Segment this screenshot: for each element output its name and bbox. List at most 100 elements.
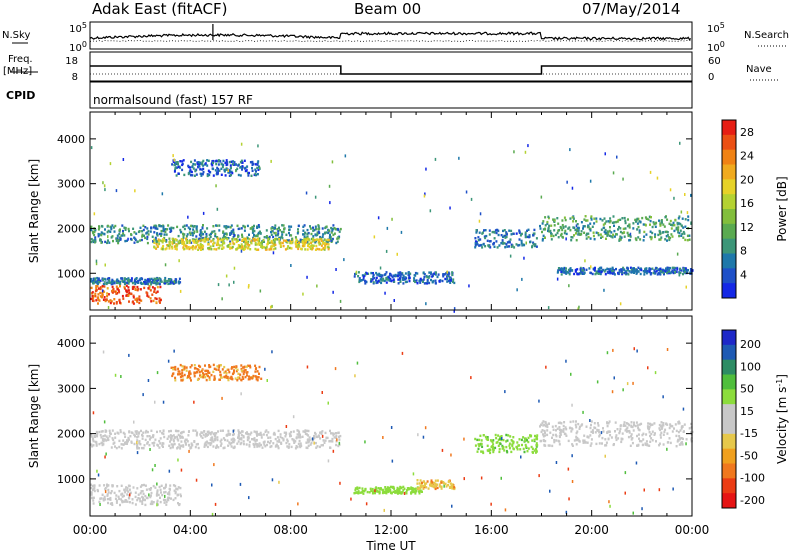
data-cell	[94, 295, 97, 298]
noise-cell	[335, 268, 337, 271]
data-cell	[307, 244, 309, 248]
data-cell	[106, 241, 108, 245]
data-cell	[254, 172, 257, 176]
data-cell	[140, 299, 143, 302]
data-cell	[284, 248, 287, 251]
data-cell	[569, 229, 572, 232]
data-cell	[433, 486, 436, 489]
data-cell	[276, 238, 279, 241]
data-cell	[212, 244, 215, 247]
data-cell	[169, 440, 172, 443]
data-cell	[441, 279, 444, 283]
data-cell	[397, 272, 400, 275]
data-cell	[161, 493, 164, 497]
data-cell	[618, 431, 621, 435]
data-cell	[263, 236, 266, 239]
noise-cell	[264, 367, 266, 371]
data-cell	[176, 494, 179, 497]
data-cell	[168, 491, 171, 494]
data-cell	[635, 421, 638, 424]
data-cell	[679, 222, 682, 226]
data-cell	[151, 286, 154, 289]
data-cell	[542, 438, 545, 442]
data-cell	[559, 268, 562, 272]
data-cell	[387, 278, 390, 281]
data-cell	[95, 285, 98, 288]
data-cell	[546, 429, 549, 432]
data-cell	[553, 229, 556, 232]
data-cell	[299, 238, 302, 241]
data-cell	[115, 237, 118, 240]
data-cell	[619, 227, 622, 230]
data-cell	[91, 484, 94, 488]
data-cell	[95, 289, 98, 292]
data-cell	[512, 232, 515, 235]
data-cell	[143, 444, 146, 447]
noise-cell	[425, 302, 427, 306]
data-cell	[228, 171, 231, 174]
data-cell	[522, 447, 525, 451]
data-cell	[565, 272, 568, 275]
noise-cell	[669, 188, 672, 192]
data-cell	[305, 238, 308, 241]
data-cell	[252, 162, 255, 166]
data-cell	[220, 163, 223, 166]
noise-cell	[525, 241, 527, 245]
data-cell	[163, 487, 165, 490]
data-cell	[184, 441, 187, 445]
data-cell	[246, 374, 248, 377]
data-cell	[398, 487, 401, 491]
data-cell	[153, 245, 156, 248]
data-cell	[255, 367, 258, 370]
data-cell	[101, 493, 104, 496]
data-cell	[216, 240, 219, 243]
data-cell	[615, 233, 617, 236]
data-cell	[170, 226, 173, 229]
data-cell	[159, 496, 161, 499]
data-cell	[279, 433, 282, 436]
data-cell	[354, 488, 357, 492]
data-cell	[494, 433, 497, 437]
data-cell	[654, 432, 656, 435]
data-cell	[682, 226, 685, 229]
data-cell	[151, 442, 154, 445]
data-cell	[158, 297, 161, 300]
data-cell	[242, 372, 245, 376]
data-cell	[475, 229, 478, 232]
data-cell	[185, 235, 188, 238]
data-cell	[125, 441, 128, 445]
data-cell	[614, 421, 617, 424]
data-cell	[99, 239, 101, 242]
data-cell	[384, 486, 387, 489]
data-cell	[164, 228, 167, 231]
data-cell	[210, 373, 213, 377]
data-cell	[623, 268, 626, 271]
noise-cell	[636, 349, 638, 353]
noise-cell	[188, 449, 190, 453]
data-cell	[221, 242, 224, 245]
data-cell	[207, 159, 210, 162]
data-cell	[197, 248, 200, 251]
data-cell	[357, 490, 360, 493]
data-cell	[410, 491, 413, 494]
data-cell	[240, 369, 243, 372]
data-cell	[242, 224, 245, 228]
data-cell	[606, 431, 609, 434]
data-cell	[368, 491, 371, 494]
data-cell	[660, 431, 663, 434]
data-cell	[335, 432, 337, 435]
data-cell	[169, 436, 172, 440]
data-cell	[162, 238, 165, 241]
data-cell	[224, 236, 227, 239]
data-cell	[277, 429, 280, 433]
noise-cell	[311, 437, 314, 441]
data-cell	[269, 445, 272, 449]
data-cell	[329, 233, 331, 236]
data-cell	[127, 286, 130, 289]
data-cell	[505, 231, 508, 234]
data-cell	[223, 365, 226, 369]
data-cell	[371, 492, 374, 495]
data-cell	[302, 244, 305, 248]
noise-cell	[446, 270, 448, 274]
